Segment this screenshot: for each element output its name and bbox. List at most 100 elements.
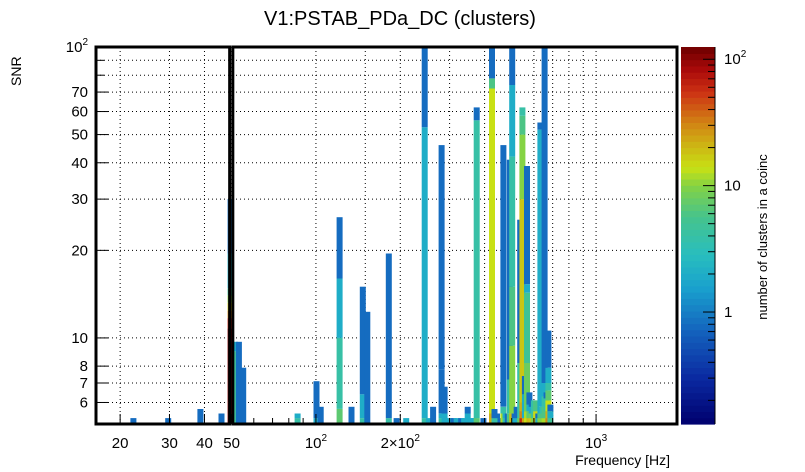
- colorbar-segment: [681, 90, 715, 98]
- heatmap-bin: [359, 394, 366, 419]
- highlight-box: [94, 45, 232, 426]
- colorbar-segment: [681, 398, 715, 406]
- heatmap-bin: [232, 341, 238, 352]
- colorbar-tick-label: 102: [724, 49, 747, 68]
- heatmap-bin: [421, 418, 428, 424]
- heatmap-bin: [364, 311, 371, 424]
- colorbar-segment: [681, 405, 715, 413]
- heatmap-bin: [524, 284, 530, 293]
- heatmap-bin: [421, 127, 428, 419]
- colorbar-segment: [681, 191, 715, 199]
- heatmap-bin: [524, 166, 530, 285]
- grid: [96, 46, 677, 424]
- heatmap-bin: [235, 341, 242, 424]
- colorbar-segment: [681, 235, 715, 243]
- colorbar-segment: [681, 160, 715, 167]
- colorbar-segment: [681, 84, 715, 92]
- colorbar-segment: [681, 229, 715, 237]
- x-tick-label: 20: [112, 435, 129, 452]
- heatmap-bin: [473, 418, 480, 424]
- y-axis: 6 78 10 20 30 40 50 60 70 102: [66, 37, 108, 411]
- heatmap-bin: [232, 351, 238, 424]
- heatmap-bin: [541, 383, 548, 397]
- colorbar-segment: [681, 65, 715, 73]
- colorbar-segment: [681, 392, 715, 400]
- y-tick-label: 8: [80, 358, 88, 375]
- colorbar-segment: [681, 354, 715, 362]
- chart-title: V1:PSTAB_PDa_DC (clusters): [264, 8, 536, 30]
- colorbar-segment: [681, 72, 715, 80]
- colorbar: 1 10 102: [681, 47, 747, 425]
- colorbar-segment: [681, 285, 715, 293]
- heatmap-bin: [519, 199, 526, 403]
- colorbar-segment: [681, 134, 715, 142]
- colorbar-segment: [681, 254, 715, 262]
- colorbar-segment: [681, 141, 715, 149]
- colorbar-segment: [681, 367, 715, 375]
- colorbar-segment: [681, 109, 715, 117]
- heatmap-bin: [425, 418, 432, 424]
- colorbar-segment: [681, 380, 715, 387]
- heatmap-bin: [547, 411, 554, 419]
- heatmap-bin: [537, 122, 544, 130]
- x-tick-label: 2×102: [381, 433, 421, 452]
- colorbar-segment: [681, 172, 715, 180]
- colorbar-segment: [681, 329, 715, 337]
- heatmap-bin: [513, 406, 520, 419]
- colorbar-segment: [681, 97, 715, 105]
- colorbar-segment: [681, 317, 715, 325]
- heatmap-bin: [393, 418, 400, 424]
- heatmap-bin: [336, 217, 343, 279]
- x-tick-label: 103: [585, 433, 608, 452]
- heatmap-bin: [403, 418, 410, 424]
- colorbar-segment: [681, 336, 715, 343]
- colorbar-segment: [681, 122, 715, 130]
- heatmap-bin: [489, 78, 495, 89]
- colorbar-segment: [681, 185, 715, 193]
- heatmap-bin: [519, 115, 526, 135]
- colorbar-segment: [681, 53, 715, 61]
- colorbar-segment: [681, 210, 715, 218]
- y-tick-label: 60: [71, 104, 88, 121]
- colorbar-tick-label: 1: [724, 304, 732, 321]
- heatmap-bin: [509, 47, 516, 85]
- colorbar-segment: [681, 386, 715, 394]
- colorbar-segment: [681, 178, 715, 186]
- heatmap-bin: [537, 129, 544, 407]
- x-tick-label: 102: [305, 433, 328, 452]
- y-tick-label: 70: [71, 84, 88, 101]
- colorbar-segment: [681, 116, 715, 123]
- highlight-boxes: [94, 45, 679, 426]
- x-axis-title: Frequency [Hz]: [575, 452, 670, 468]
- colorbar-segment: [681, 348, 715, 356]
- heatmap-bin: [438, 145, 445, 370]
- heatmap-bin: [313, 381, 320, 419]
- colorbar-segment: [681, 78, 715, 86]
- heatmap-bin: [547, 404, 554, 412]
- heatmap-bin: [545, 390, 552, 401]
- heatmap-bin: [294, 413, 301, 419]
- colorbar-tick-label: 10: [724, 178, 741, 195]
- heatmap-bin: [461, 418, 468, 424]
- colorbar-segment: [681, 216, 715, 224]
- colorbar-segment: [681, 147, 715, 155]
- colorbar-title: number of clusters in a coinc: [755, 154, 770, 320]
- colorbar-segment: [681, 197, 715, 205]
- heatmap-bin: [336, 409, 343, 424]
- colorbar-segment: [681, 59, 715, 67]
- colorbar-segment: [681, 128, 715, 136]
- y-tick-label: 40: [71, 155, 88, 172]
- heatmap-bin: [541, 47, 548, 383]
- heatmap-bin: [494, 413, 500, 419]
- heatmap-bin: [509, 345, 516, 414]
- y-tick-label: 30: [71, 191, 88, 208]
- colorbar-segment: [681, 103, 715, 111]
- heatmap-bin: [453, 418, 460, 424]
- colorbar-segment: [681, 248, 715, 255]
- colorbar-segment: [681, 323, 715, 331]
- heatmap-bin: [473, 107, 480, 121]
- heatmap-bin: [545, 383, 552, 391]
- heatmap-bin: [526, 392, 533, 405]
- colorbar-segment: [681, 373, 715, 381]
- x-tick-label-exp: 3: [602, 433, 608, 444]
